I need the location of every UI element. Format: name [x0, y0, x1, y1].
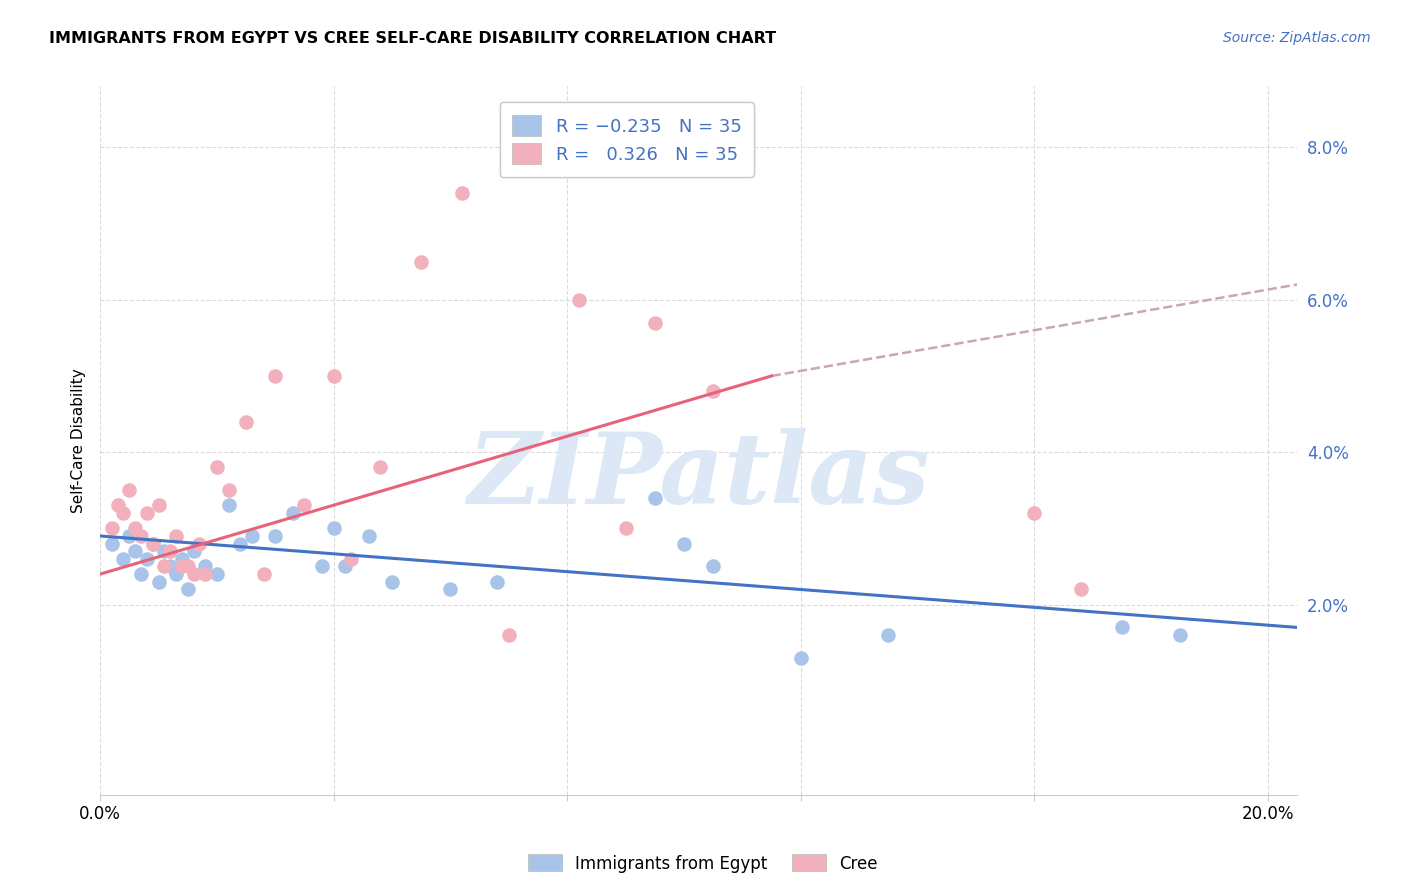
Point: [644, 491, 666, 505]
Legend: R = −0.235   N = 35, R =   0.326   N = 35: R = −0.235 N = 35, R = 0.326 N = 35: [499, 103, 754, 177]
Point: [170, 551, 193, 566]
Point: [107, 499, 129, 513]
Point: [205, 460, 228, 475]
Point: [498, 628, 520, 642]
Point: [1070, 582, 1092, 597]
Point: [112, 506, 135, 520]
Point: [112, 551, 135, 566]
Point: [322, 521, 344, 535]
Point: [264, 529, 287, 543]
Point: [311, 559, 333, 574]
Point: [702, 384, 724, 399]
Point: [101, 536, 124, 550]
Point: [101, 521, 124, 535]
Point: [1111, 620, 1133, 634]
Point: [486, 574, 509, 589]
Point: [381, 574, 404, 589]
Text: IMMIGRANTS FROM EGYPT VS CREE SELF-CARE DISABILITY CORRELATION CHART: IMMIGRANTS FROM EGYPT VS CREE SELF-CARE …: [49, 31, 776, 46]
Legend: Immigrants from Egypt, Cree: Immigrants from Egypt, Cree: [522, 847, 884, 880]
Point: [281, 506, 304, 520]
Point: [252, 567, 274, 582]
Y-axis label: Self-Care Disability: Self-Care Disability: [72, 368, 86, 513]
Point: [194, 559, 217, 574]
Point: [205, 567, 228, 582]
Point: [370, 460, 392, 475]
Point: [142, 536, 165, 550]
Point: [568, 293, 591, 307]
Point: [335, 559, 357, 574]
Point: [702, 559, 724, 574]
Point: [129, 567, 152, 582]
Point: [439, 582, 461, 597]
Point: [118, 483, 141, 498]
Point: [672, 536, 695, 550]
Point: [142, 536, 165, 550]
Point: [229, 536, 252, 550]
Point: [129, 529, 152, 543]
Point: [153, 559, 176, 574]
Point: [165, 529, 187, 543]
Point: [614, 521, 637, 535]
Point: [118, 529, 141, 543]
Point: [135, 551, 157, 566]
Point: [218, 483, 240, 498]
Point: [124, 544, 146, 558]
Point: [357, 529, 380, 543]
Point: [153, 544, 176, 558]
Point: [218, 499, 240, 513]
Point: [644, 316, 666, 330]
Point: [322, 368, 344, 383]
Point: [877, 628, 900, 642]
Point: [240, 529, 263, 543]
Text: ZIPatlas: ZIPatlas: [467, 428, 929, 524]
Point: [188, 536, 211, 550]
Point: [159, 559, 181, 574]
Point: [1168, 628, 1191, 642]
Point: [264, 368, 287, 383]
Point: [235, 415, 257, 429]
Point: [411, 254, 433, 268]
Point: [135, 506, 157, 520]
Point: [124, 521, 146, 535]
Point: [159, 544, 181, 558]
Point: [340, 551, 363, 566]
Point: [165, 567, 187, 582]
Point: [194, 567, 217, 582]
Point: [148, 574, 170, 589]
Point: [451, 186, 474, 200]
Point: [1024, 506, 1046, 520]
Point: [183, 544, 205, 558]
Point: [177, 559, 200, 574]
Point: [148, 499, 170, 513]
Point: [170, 559, 193, 574]
Text: Source: ZipAtlas.com: Source: ZipAtlas.com: [1223, 31, 1371, 45]
Point: [177, 582, 200, 597]
Point: [294, 499, 316, 513]
Point: [183, 567, 205, 582]
Point: [790, 651, 813, 665]
